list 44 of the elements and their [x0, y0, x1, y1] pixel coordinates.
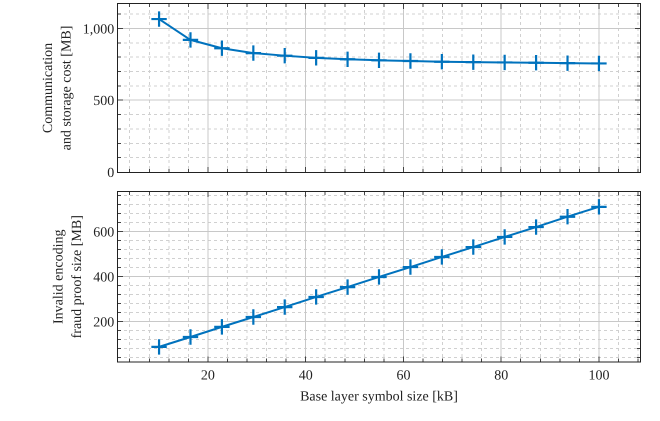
- point: [276, 46, 294, 64]
- y-tick-label: 1,000: [82, 22, 114, 38]
- point: [527, 54, 545, 72]
- x-tick-label: 40: [298, 368, 313, 384]
- y-tick-label: 200: [93, 315, 114, 330]
- y-tick-label: 0: [107, 166, 114, 181]
- point: [213, 39, 231, 58]
- point: [433, 248, 451, 266]
- point: [370, 268, 388, 286]
- x-axis-title: Base layer symbol size [kB]: [300, 390, 458, 405]
- point: [244, 308, 262, 326]
- point: [433, 52, 451, 71]
- y-axis-title: Invalid encoding fraud proof size [MB]: [52, 215, 85, 338]
- point: [182, 328, 200, 346]
- y-tick-label: 500: [93, 94, 114, 110]
- x-tick-label: 60: [396, 368, 410, 384]
- point: [182, 31, 200, 49]
- point: [590, 54, 608, 72]
- point: [402, 52, 420, 70]
- point: [464, 53, 482, 71]
- x-tick-label: 100: [588, 368, 610, 384]
- y-tick-label: 600: [93, 225, 114, 240]
- point: [558, 208, 576, 226]
- x-tick-label: 20: [200, 368, 215, 384]
- y-tick-label: 400: [93, 270, 114, 286]
- point: [307, 288, 325, 306]
- point: [244, 44, 262, 62]
- point: [496, 228, 514, 246]
- point: [558, 54, 576, 72]
- y-axis-title: Communication and storage cost [MB]: [41, 26, 74, 150]
- point: [590, 198, 608, 216]
- point: [402, 258, 420, 276]
- point: [307, 49, 325, 67]
- point: [213, 318, 231, 336]
- point: [150, 338, 168, 356]
- point: [338, 278, 356, 296]
- point: [150, 10, 168, 28]
- point: [464, 238, 482, 256]
- point: [527, 218, 545, 236]
- point: [496, 54, 514, 72]
- point: [370, 51, 388, 70]
- point: [276, 298, 294, 316]
- point: [338, 50, 356, 68]
- x-tick-label: 80: [494, 368, 508, 384]
